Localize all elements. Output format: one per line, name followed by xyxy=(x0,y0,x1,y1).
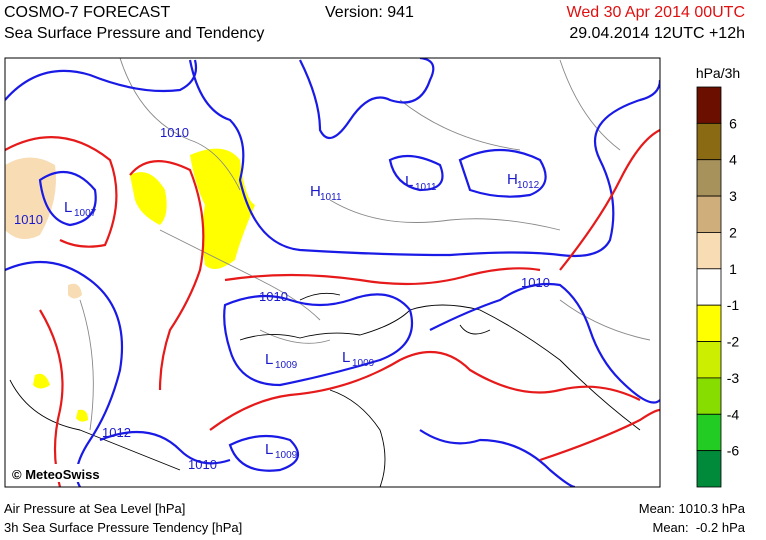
legend-swatch xyxy=(696,86,722,124)
isobar-label: 1010 xyxy=(521,275,550,290)
isobar xyxy=(299,58,435,140)
isobar xyxy=(188,59,660,258)
isobar-label: 1010 xyxy=(14,212,43,227)
pressure-center: H xyxy=(310,183,321,200)
tendency-area xyxy=(68,283,82,299)
title: COSMO-7 FORECAST xyxy=(4,4,170,21)
legend: hPa/3h 6 4 3 2 1 -1 -2 -3 -4 -6 xyxy=(696,65,740,488)
legend-swatch xyxy=(696,304,722,342)
legend-level: 1 xyxy=(729,261,737,277)
pressure-value: 1009 xyxy=(275,450,298,461)
pressure-value: 1012 xyxy=(517,180,540,191)
legend-level: -2 xyxy=(727,334,740,350)
footer-left: 3h Sea Surface Pressure Tendency [hPa] xyxy=(4,520,242,535)
isobar-label: 1010 xyxy=(160,125,189,140)
footer-left: Air Pressure at Sea Level [hPa] xyxy=(4,501,185,516)
legend-level: 3 xyxy=(729,188,737,204)
legend-swatch xyxy=(696,413,722,452)
subtitle: Sea Surface Pressure and Tendency xyxy=(4,25,264,42)
isobar xyxy=(419,429,576,487)
legend-level: -1 xyxy=(727,297,740,313)
isobar-label: 1012 xyxy=(102,425,131,440)
copyright: © MeteoSwiss xyxy=(12,467,100,482)
copyright-box xyxy=(8,464,90,482)
pressure-center: L xyxy=(342,349,350,366)
legend-unit: hPa/3h xyxy=(696,65,740,81)
tendency-area xyxy=(76,409,88,422)
version: Version: 941 xyxy=(325,4,414,21)
map-frame xyxy=(4,57,661,488)
isobar xyxy=(5,260,124,487)
isobar xyxy=(39,309,64,487)
isobar-label: 1010 xyxy=(259,289,288,304)
isobar xyxy=(38,170,97,227)
valid-time: Wed 30 Apr 2014 00UTC xyxy=(567,4,745,21)
footer-right: Mean: 1010.3 hPa xyxy=(639,501,746,516)
isobar xyxy=(429,282,660,404)
legend-swatch xyxy=(696,377,722,415)
legend-level: 2 xyxy=(729,224,737,240)
legend-swatch xyxy=(696,122,722,161)
isobar-label: 1010 xyxy=(188,457,217,472)
isobar xyxy=(99,430,231,465)
footer-right: Mean: -0.2 hPa xyxy=(653,520,746,535)
pressure-value: 1009 xyxy=(275,360,298,371)
legend-level: -4 xyxy=(727,406,740,422)
isobar xyxy=(224,267,541,286)
isobar xyxy=(539,408,660,462)
pressure-center: L xyxy=(265,441,273,458)
isobar xyxy=(5,136,118,248)
legend-swatch xyxy=(696,268,722,306)
isobar xyxy=(5,59,198,101)
legend-swatch xyxy=(696,450,722,488)
coastline xyxy=(9,292,641,487)
legend-level: -3 xyxy=(727,370,740,386)
pressure-center: L xyxy=(265,351,273,368)
pressure-center: L xyxy=(405,173,413,190)
run-time: 29.04.2014 12UTC +12h xyxy=(569,25,745,42)
pressure-value: 1011 xyxy=(415,182,437,193)
isobar xyxy=(559,129,660,271)
legend-swatch xyxy=(696,341,722,379)
legend-level: 6 xyxy=(729,115,737,131)
tendency-area xyxy=(130,172,167,225)
tendency-area xyxy=(33,373,50,389)
isobar xyxy=(388,154,444,192)
isobar xyxy=(209,350,641,431)
pressure-center: L xyxy=(64,199,72,216)
tendency-area xyxy=(190,148,255,269)
pressure-center: H xyxy=(507,171,518,188)
legend-level: -6 xyxy=(727,443,740,459)
pressure-value: 1007 xyxy=(74,208,97,219)
isobar xyxy=(228,434,300,472)
legend-level: 4 xyxy=(729,152,737,168)
isobar xyxy=(223,293,414,387)
legend-swatch xyxy=(696,232,722,270)
legend-swatch xyxy=(696,159,722,197)
isobar xyxy=(458,148,547,198)
isobar xyxy=(129,160,205,391)
pressure-value: 1011 xyxy=(320,192,342,203)
legend-swatch xyxy=(696,195,722,233)
border xyxy=(79,58,651,431)
pressure-value: 1009 xyxy=(352,358,375,369)
